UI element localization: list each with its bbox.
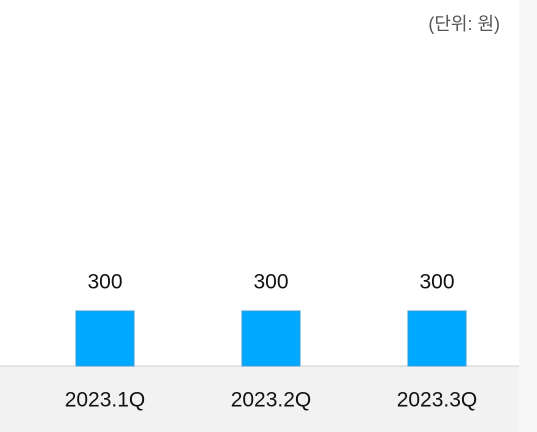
- data-label: 300: [419, 271, 454, 294]
- bar: [75, 310, 135, 367]
- bar: [241, 310, 301, 367]
- x-tick-label: 2023.2Q: [231, 389, 312, 412]
- data-label: 300: [87, 271, 122, 294]
- unit-label: (단위: 원): [428, 14, 500, 34]
- bar: [407, 310, 467, 367]
- side-panel: [519, 0, 537, 432]
- x-tick-label: 2023.1Q: [65, 389, 146, 412]
- category-band: [0, 366, 519, 432]
- data-label: 300: [253, 271, 288, 294]
- x-tick-label: 2023.3Q: [397, 389, 478, 412]
